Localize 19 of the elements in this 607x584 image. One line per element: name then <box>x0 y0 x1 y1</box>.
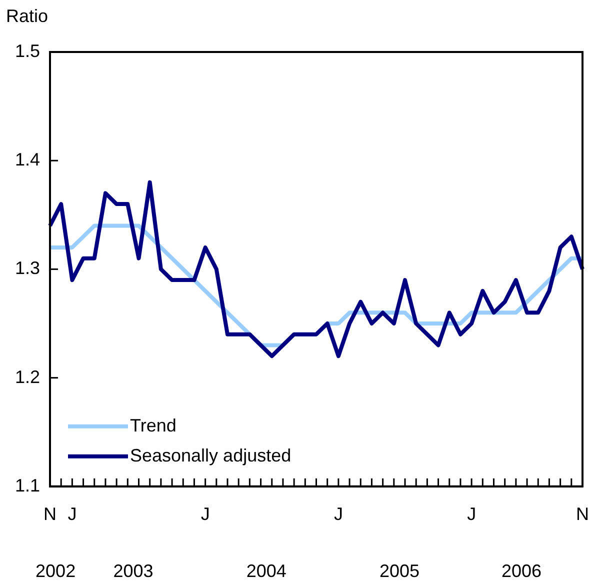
x-tick-label: N <box>576 504 589 524</box>
x-tick-label: J <box>68 504 77 524</box>
text: 2004 <box>246 560 286 581</box>
y-tick-label: 1.1 <box>14 475 40 496</box>
x-tick-label: J <box>334 504 343 524</box>
x-tick-label: N <box>44 504 56 524</box>
legend-label: Trend <box>130 415 176 436</box>
text: 2002 <box>36 560 76 581</box>
y-tick-label: 1.2 <box>14 366 40 387</box>
text: 2005 <box>379 560 420 581</box>
y-tick-label: 1.4 <box>14 150 40 170</box>
text: 2003 <box>113 560 154 581</box>
x-tick-label: J <box>200 504 210 524</box>
text: 2006 <box>501 560 542 581</box>
legend-label: Seasonally adjusted <box>130 445 292 466</box>
y-tick-label: 1.5 <box>14 40 40 61</box>
x-tick-label: J <box>467 504 476 524</box>
y-tick-label: 1.3 <box>14 258 40 278</box>
y-axis-title: Ratio <box>6 6 48 26</box>
